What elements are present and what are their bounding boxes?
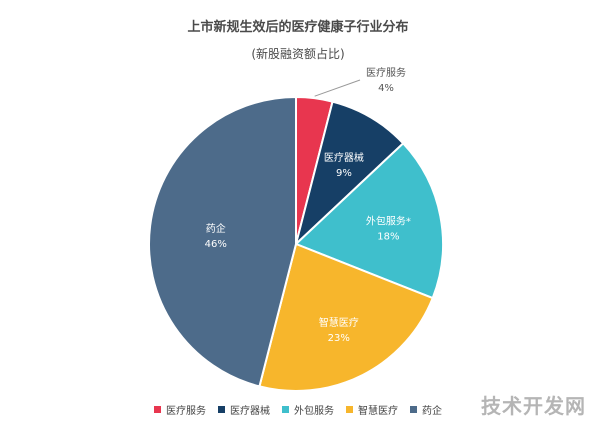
legend-label: 医疗服务 bbox=[166, 406, 206, 417]
pie-slice-3 bbox=[258, 242, 434, 392]
slice-label: 医疗服务 bbox=[366, 66, 406, 79]
legend-item-medical-devices: 医疗器械 bbox=[218, 402, 270, 417]
legend-item-outsourcing: 外包服务 bbox=[282, 402, 334, 417]
legend-swatch bbox=[154, 406, 161, 413]
chart-legend: 医疗服务 医疗器械 外包服务 智慧医疗 药企 bbox=[0, 402, 596, 417]
slice-label: 智慧医疗 bbox=[319, 316, 359, 329]
slice-value-label: 4% bbox=[378, 83, 394, 94]
slice-value-label: 23% bbox=[328, 333, 350, 344]
legend-label: 智慧医疗 bbox=[358, 406, 398, 417]
legend-label: 药企 bbox=[422, 406, 442, 417]
slice-value-label: 9% bbox=[336, 168, 352, 179]
leader-line bbox=[314, 79, 361, 97]
watermark: 技术开发网 bbox=[481, 394, 586, 418]
legend-item-smart-healthcare: 智慧医疗 bbox=[346, 402, 398, 417]
legend-item-medical-services: 医疗服务 bbox=[154, 402, 206, 417]
slice-label: 医疗器械 bbox=[324, 151, 364, 164]
slice-value-label: 18% bbox=[377, 231, 399, 242]
legend-swatch bbox=[282, 406, 289, 413]
legend-swatch bbox=[218, 406, 225, 413]
slice-value-label: 46% bbox=[205, 239, 227, 250]
legend-label: 医疗器械 bbox=[230, 406, 270, 417]
slice-label: 外包服务* bbox=[366, 214, 411, 227]
legend-item-pharma: 药企 bbox=[410, 402, 442, 417]
chart-subtitle: (新股融资额占比) bbox=[251, 47, 345, 61]
chart-title: 上市新规生效后的医疗健康子行业分布 bbox=[187, 20, 409, 35]
legend-swatch bbox=[346, 406, 353, 413]
pie-slice-1 bbox=[294, 100, 405, 248]
legend-swatch bbox=[410, 406, 417, 413]
legend-label: 外包服务 bbox=[294, 406, 334, 417]
pie-slice-4 bbox=[148, 95, 297, 388]
pie-slice-2 bbox=[294, 141, 444, 300]
slice-label: 药企 bbox=[206, 222, 226, 235]
